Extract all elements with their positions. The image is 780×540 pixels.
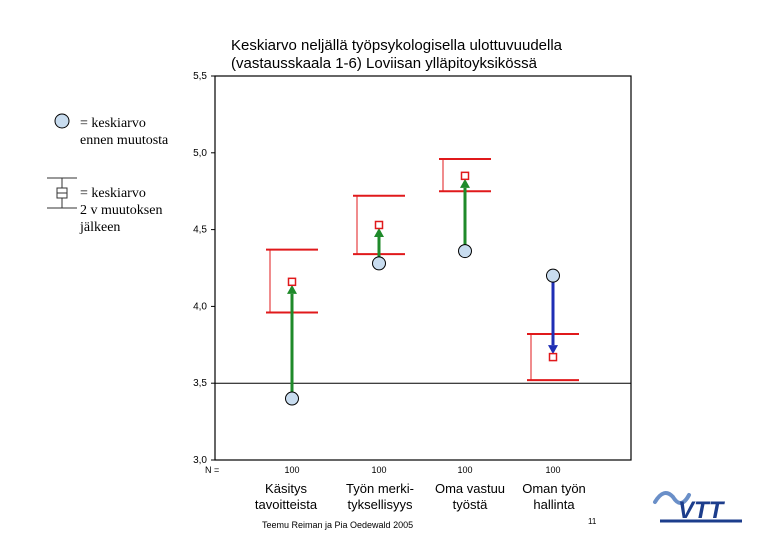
category-label-2: Työn merki- tyksellisyys [332,481,428,513]
legend-after-marker [47,177,77,209]
change-arrowhead-icon [460,178,470,188]
category-group [266,248,318,406]
n-value: 100 [371,465,386,475]
legend-before-marker [54,113,70,129]
category-label-3: Oma vastuu työstä [424,481,516,513]
y-tick-label: 4,0 [193,301,207,312]
category-label-2-line-2: tyksellisyys [347,497,413,512]
vtt-logo: VTT [653,491,742,524]
category-group [439,157,491,259]
y-axis: 3,0 3,5 4,0 4,5 5,0 5,5 [193,71,215,466]
legend-after-line-3: jälkeen [80,220,121,235]
n-value: 100 [545,465,560,475]
category-label-2-line-1: Työn merki- [346,481,414,496]
category-label-1-line-1: Käsitys [265,481,307,496]
legend-before-text: = keskiarvo ennen muutosta [80,115,168,149]
legend-after-line-2: 2 v muutoksen [80,203,163,218]
y-tick-label: 3,0 [193,455,207,466]
vtt-logo-wave-icon [653,491,691,505]
before-mean-marker [458,244,472,259]
y-tick-label: 5,0 [193,148,207,159]
n-label: N = [205,465,219,475]
data-marks [266,157,579,406]
chart-title-line-1: Keskiarvo neljällä työpsykologisella ulo… [231,37,563,54]
author-credit: Teemu Reiman ja Pia Oedewald 2005 [262,520,414,530]
change-arrowhead-icon [287,284,297,294]
y-tick-label: 3,5 [193,378,207,389]
after-mean-marker [460,171,470,181]
category-label-1-line-2: tavoitteista [254,497,318,512]
after-mean-marker [548,352,558,362]
plot-frame [214,75,632,461]
category-group [353,194,405,271]
after-mean-marker [374,220,384,230]
after-mean-marker [287,277,297,287]
n-value: 100 [284,465,299,475]
y-tick-label: 5,5 [193,71,207,82]
before-mean-marker [285,391,299,406]
category-label-4: Oman työn hallinta [510,481,598,513]
category-label-3-line-1: Oma vastuu [434,481,506,496]
legend-before-line-2: ennen muutosta [80,133,169,148]
chart-title: Keskiarvo neljällä työpsykologisella ulo… [231,37,631,73]
change-arrowhead-icon [548,345,558,355]
n-values: 100 100 100 100 [284,465,560,475]
category-label-4-line-2: hallinta [533,497,575,512]
legend-after-line-1: = keskiarvo [80,186,146,201]
chart-title-line-2: (vastausskaala 1-6) Loviisan ylläpitoyks… [231,55,537,72]
before-mean-marker [546,268,560,283]
category-label-4-line-1: Oman työn [522,481,586,496]
n-value: 100 [457,465,472,475]
category-label-3-line-2: työstä [452,497,488,512]
category-group [527,268,579,382]
legend-before-line-1: = keskiarvo [80,116,146,131]
change-arrowhead-icon [374,227,384,237]
legend-after-text: = keskiarvo 2 v muutoksen jälkeen [80,185,162,236]
page-number: 11 [588,517,597,526]
before-mean-marker [372,256,386,271]
y-tick-label: 4,5 [193,225,207,236]
category-label-1: Käsitys tavoitteista [240,481,332,513]
